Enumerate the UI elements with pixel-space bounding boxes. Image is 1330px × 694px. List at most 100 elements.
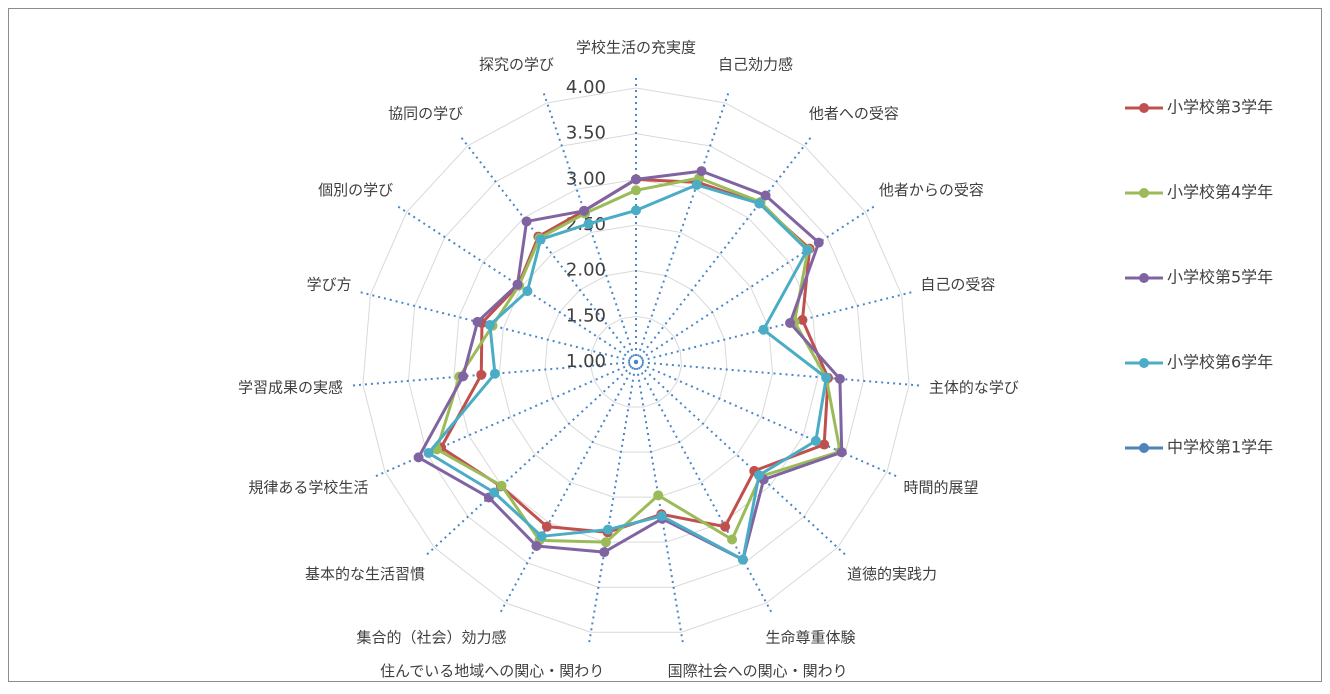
series-marker [760, 190, 771, 201]
series-marker [496, 480, 507, 491]
series-marker [489, 368, 500, 379]
r-tick-label: 3.50 [566, 123, 606, 144]
series-marker [836, 447, 847, 458]
series-marker [737, 554, 748, 565]
series-marker [541, 521, 552, 532]
series-marker [512, 279, 523, 290]
r-tick-label: 4.00 [566, 77, 606, 98]
category-label: 国際社会への関心・関わり [668, 662, 848, 680]
category-label: 学校生活の充実度 [576, 39, 696, 57]
legend-marker [1139, 103, 1149, 113]
spoke [635, 361, 901, 479]
category-label: 他者からの受容 [879, 181, 984, 199]
series-marker [599, 547, 610, 558]
series-marker [758, 324, 769, 335]
category-label: 生命尊重体験 [765, 629, 855, 647]
series-marker [821, 372, 832, 383]
spoke [635, 203, 878, 363]
series-marker [631, 205, 641, 216]
category-label: 自己効力感 [718, 56, 793, 74]
legend-label: 中学校第1学年 [1167, 438, 1273, 457]
category-label: 時間的展望 [904, 479, 979, 497]
legend-marker [1139, 188, 1149, 198]
legend-marker [1139, 443, 1149, 453]
spoke [635, 134, 814, 363]
legend-label: 小学校第6学年 [1167, 353, 1273, 372]
spoke [498, 361, 637, 616]
series-marker [536, 531, 547, 542]
spoke [423, 361, 637, 558]
series-line [417, 169, 844, 562]
series-line [435, 176, 842, 544]
category-label: 学習成果の実感 [238, 378, 343, 396]
series-marker [653, 490, 664, 501]
series-marker [476, 369, 487, 380]
series-marker [753, 470, 764, 481]
series-marker [535, 234, 546, 245]
category-label: 道徳的実践力 [847, 565, 937, 583]
series-marker [631, 185, 641, 196]
series-marker [489, 487, 500, 498]
series-marker [458, 371, 469, 382]
series-marker [720, 521, 731, 532]
spoke [541, 89, 637, 363]
spoke [635, 290, 916, 363]
category-label: 住んでいる地域への関心・関わり [380, 662, 604, 680]
series-marker [484, 320, 495, 331]
series-marker [834, 373, 845, 384]
series-marker [797, 314, 808, 325]
series-marker [579, 205, 590, 216]
spoke [635, 361, 849, 558]
grid-ring [589, 315, 683, 408]
series-marker [521, 216, 532, 227]
spoke [458, 134, 637, 363]
spoke [635, 361, 924, 387]
grid-ring [498, 224, 774, 498]
legend-marker [1139, 358, 1149, 368]
series-marker [423, 447, 434, 458]
category-label: 基本的な生活習慣 [305, 565, 425, 583]
category-label: 探究の学び [479, 56, 554, 74]
category-label: 自己の受容 [920, 275, 995, 293]
series-marker [413, 452, 424, 463]
category-label: 主体的な学び [929, 378, 1019, 396]
series-marker [810, 435, 821, 446]
spoke [635, 361, 774, 616]
r-tick-label: 1.00 [566, 351, 606, 372]
legend-marker [1139, 273, 1149, 283]
series-marker [813, 237, 824, 248]
category-label: 協同の学び [388, 105, 463, 123]
r-tick-label: 2.00 [566, 260, 606, 281]
series-line [427, 183, 828, 562]
grid-ring [362, 87, 910, 633]
category-label: 個別の学び [318, 181, 393, 199]
category-label: 規律ある学校生活 [248, 479, 368, 497]
series-marker [472, 316, 483, 327]
legend-label: 小学校第5学年 [1167, 268, 1273, 287]
series-marker [583, 218, 594, 229]
series-marker [691, 179, 702, 190]
series-marker [802, 245, 813, 256]
spoke [394, 203, 637, 363]
chart-border [8, 8, 1322, 682]
spoke [635, 89, 731, 363]
series-marker [600, 537, 611, 548]
category-label: 他者への受容 [809, 105, 899, 123]
series-marker [696, 166, 707, 177]
series-marker [531, 540, 542, 551]
category-label: 集合的（社会）効力感 [357, 629, 507, 647]
series-marker [631, 174, 641, 185]
spoke [635, 361, 685, 647]
grid-ring [544, 270, 728, 453]
series-marker [522, 286, 533, 297]
grid-ring [407, 133, 865, 588]
spoke [587, 361, 637, 647]
series-marker [819, 439, 830, 450]
series-marker [785, 317, 796, 328]
r-tick-label: 3.00 [566, 168, 606, 189]
category-label: 学び方 [307, 275, 352, 293]
r-tick-label: 1.50 [566, 305, 606, 326]
legend-label: 小学校第4学年 [1167, 183, 1273, 202]
series-marker [754, 198, 765, 209]
